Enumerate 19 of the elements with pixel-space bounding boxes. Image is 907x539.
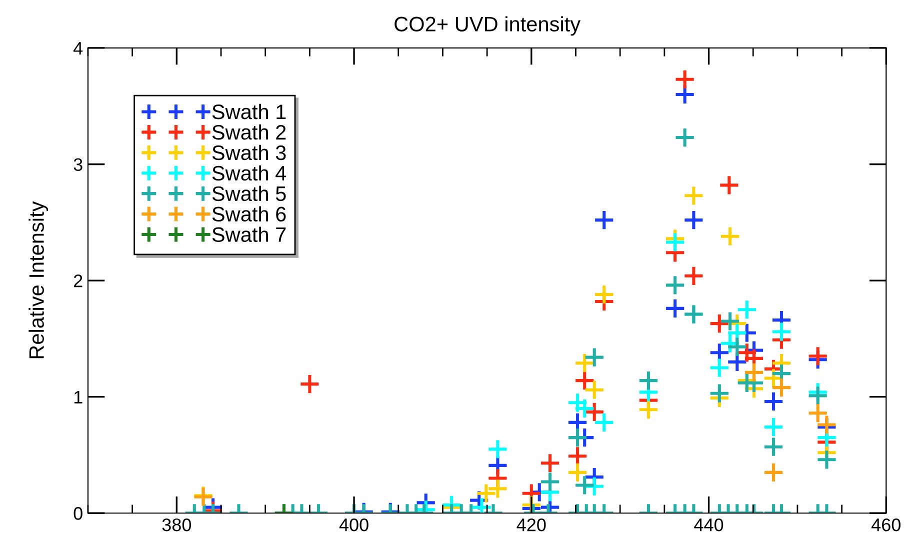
x-tick-label: 420	[516, 518, 546, 532]
y-tick-label: 2	[74, 274, 82, 288]
legend-label: Swath 2	[212, 124, 286, 140]
x-tick-label: 400	[339, 518, 368, 532]
legend-label: Swath 1	[212, 104, 286, 120]
y-tick-label: 1	[74, 390, 82, 404]
x-tick-label: 380	[162, 518, 192, 532]
legend-label: Swath 4	[212, 165, 286, 181]
y-tick-label: 4	[73, 42, 83, 55]
y-tick-label: 3	[74, 158, 82, 171]
y-tick-label: 0	[74, 507, 82, 520]
legend-label: Swath 6	[212, 206, 286, 222]
legend-label: Swath 3	[212, 144, 286, 160]
x-tick-label: 440	[694, 518, 724, 532]
chart-title: CO2+ UVD intensity	[394, 16, 581, 36]
legend-label: Swath 7	[212, 226, 286, 242]
x-tick-label: 460	[871, 518, 900, 532]
legend-label: Swath 5	[212, 186, 286, 202]
y-axis-title: Relative Intensity	[28, 201, 48, 358]
